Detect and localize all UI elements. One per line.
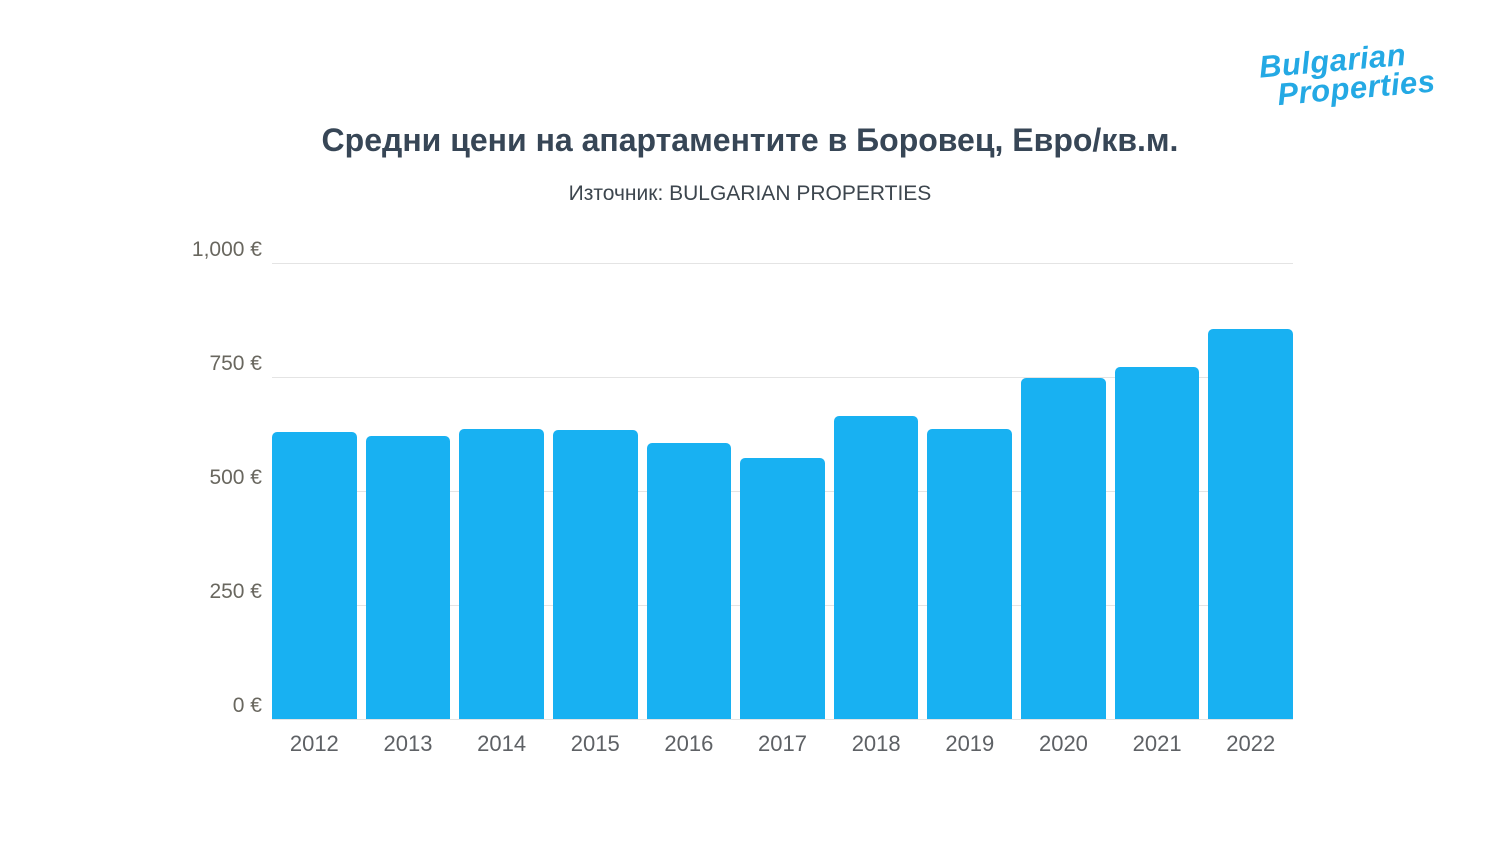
x-axis-labels: 2012 2013 2014 2015 2016 2017 2018 2019 2020 2021… <box>272 731 1293 757</box>
x-tick-label-2017: 2017 <box>758 731 807 756</box>
x-tick-label-2014: 2014 <box>477 731 527 756</box>
gridline-750 <box>272 376 1293 378</box>
x-tick-label-2013: 2013 <box>383 731 433 756</box>
bar-2019 <box>927 428 1013 719</box>
bar-2021 <box>1114 367 1200 719</box>
y-axis-labels: 0 € 250 € 500 € 750 € 1,000 € <box>100 238 262 719</box>
gridline-0 <box>272 718 1293 720</box>
x-tick-label-2018: 2018 <box>851 731 901 756</box>
chart-subtitle: Източник: BULGARIAN PROPERTIES <box>568 182 932 205</box>
x-tick-label-2016: 2016 <box>664 731 714 756</box>
bar-2015 <box>552 430 638 719</box>
bar-2020 <box>1021 378 1106 719</box>
bar-2022 <box>1208 328 1294 719</box>
bar-2013 <box>365 436 451 719</box>
x-tick-label-2012: 2012 <box>289 731 339 756</box>
x-tick-label-2019: 2019 <box>945 731 995 756</box>
chart-title: Средни цени на апартаментите в Боровец, … <box>321 122 1179 158</box>
y-tick-label-750: 750 € <box>209 352 262 375</box>
y-tick-label-0: 0 € <box>232 694 262 717</box>
y-tick-label-1000: 1,000 € <box>191 238 262 261</box>
plot-area <box>272 262 1294 720</box>
gridline-1000 <box>272 262 1293 264</box>
x-tick-label-2020: 2020 <box>1038 731 1088 756</box>
x-tick-label-2021: 2021 <box>1132 731 1182 756</box>
x-tick-label-2022: 2022 <box>1226 731 1276 756</box>
bar-2017 <box>740 458 825 719</box>
bar-2016 <box>646 443 732 719</box>
bar-2018 <box>833 415 919 719</box>
bars <box>272 263 1294 719</box>
bar-2014 <box>459 429 544 719</box>
y-tick-label-250: 250 € <box>209 580 262 603</box>
bulgarian-properties-logo: Bulgarian Properties <box>1257 37 1436 112</box>
y-tick-label-500: 500 € <box>209 466 262 489</box>
bar-2012 <box>272 431 357 719</box>
x-tick-label-2015: 2015 <box>570 731 620 756</box>
